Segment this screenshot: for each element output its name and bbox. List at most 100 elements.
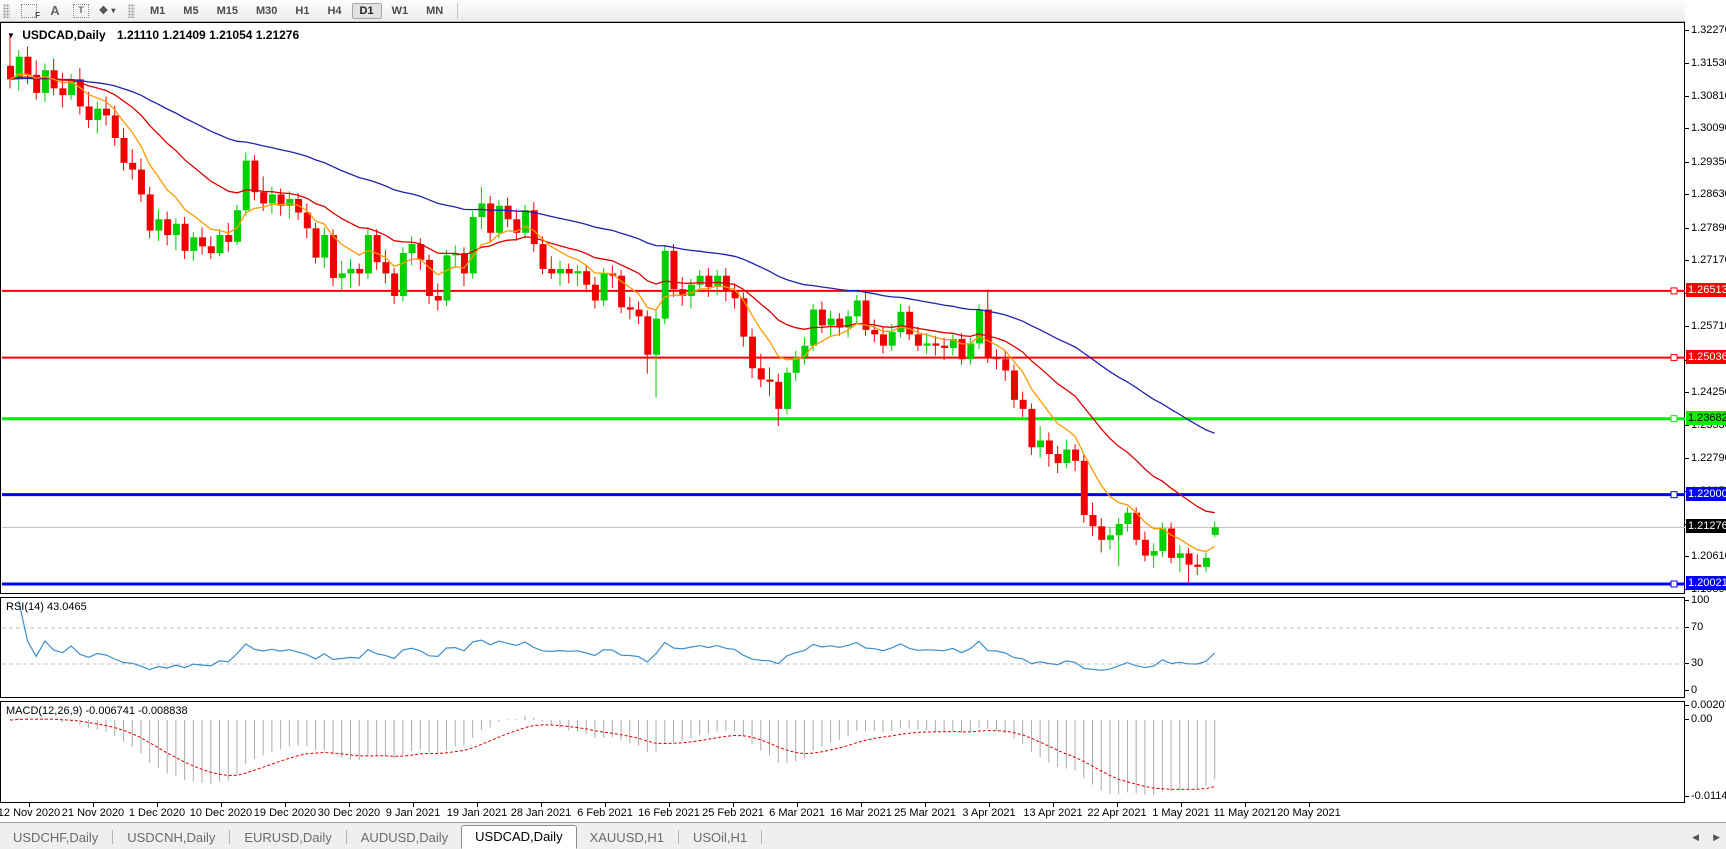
time-tick-mark bbox=[925, 803, 926, 807]
toolbar-drag-handle[interactable] bbox=[128, 3, 135, 18]
timeframe-button-m5[interactable]: M5 bbox=[183, 4, 199, 17]
date-tick-label: 10 Dec 2020 bbox=[189, 807, 253, 819]
time-tick-mark bbox=[349, 803, 350, 807]
arrows-icon: ❖ bbox=[98, 5, 109, 17]
date-tick-label: 21 Nov 2020 bbox=[61, 807, 125, 819]
tab-separator bbox=[678, 830, 679, 844]
rsi-tick-label: 100 bbox=[1691, 594, 1710, 606]
axis-tick-mark bbox=[1685, 458, 1689, 459]
axis-tick-mark bbox=[1685, 63, 1689, 64]
text-label-icon: T bbox=[73, 3, 89, 18]
text-tool-button[interactable]: A bbox=[44, 2, 66, 19]
toolbar: F A T ❖ ▾ M1 M5 M15 M30 H1 H4 D1 W1 MN bbox=[0, 0, 1726, 22]
level-line-handle[interactable] bbox=[1670, 354, 1678, 362]
macd-label: MACD(12,26,9) -0.006741 -0.008838 bbox=[6, 705, 188, 717]
price-tick-label: 1.30090 bbox=[1691, 122, 1726, 134]
date-tick-label: 25 Mar 2021 bbox=[894, 807, 956, 819]
time-tick-mark bbox=[285, 803, 286, 807]
tab-scroll-left-icon[interactable]: ◀ bbox=[1692, 832, 1700, 842]
time-tick-mark bbox=[797, 803, 798, 807]
axis-tick-mark bbox=[1685, 30, 1689, 31]
date-tick-label: 30 Dec 2020 bbox=[317, 807, 381, 819]
ma-mid-line bbox=[9, 76, 1215, 514]
macd-signal-line bbox=[9, 718, 1215, 790]
axis-tick-mark bbox=[1685, 392, 1689, 393]
chart-tab-usdcnh[interactable]: USDCNH,Daily bbox=[127, 830, 216, 845]
time-tick-mark bbox=[1053, 803, 1054, 807]
current-price-label: 1.21276 bbox=[1686, 519, 1726, 534]
level-price-label: 1.23682 bbox=[1686, 410, 1726, 425]
date-tick-label: 19 Dec 2020 bbox=[253, 807, 317, 819]
toolbar-drag-handle[interactable] bbox=[3, 3, 10, 18]
price-chart-panel[interactable]: ▼ USDCAD,Daily 1.21110 1.21409 1.21054 1… bbox=[0, 22, 1685, 594]
price-tick-label: 1.32270 bbox=[1691, 24, 1726, 36]
level-line-handle[interactable] bbox=[1670, 580, 1678, 588]
date-tick-label: 9 Jan 2021 bbox=[385, 807, 441, 819]
timeframe-button-w1[interactable]: W1 bbox=[391, 4, 409, 17]
rsi-panel[interactable]: RSI(14) 43.0465 bbox=[0, 597, 1685, 698]
axis-tick-mark bbox=[1685, 194, 1689, 195]
tab-scroll-right-icon[interactable]: ▶ bbox=[1713, 832, 1720, 842]
time-tick-mark bbox=[1309, 803, 1310, 807]
date-tick-label: 1 May 2021 bbox=[1152, 807, 1210, 819]
time-tick-mark bbox=[989, 803, 990, 807]
time-tick-mark bbox=[29, 803, 30, 807]
macd-tick-label: 0.002074 bbox=[1691, 699, 1726, 711]
level-price-label: 1.25036 bbox=[1686, 349, 1726, 364]
toolbar-separator bbox=[457, 2, 459, 19]
axis-tick-mark bbox=[1685, 690, 1689, 691]
rsi-chart[interactable] bbox=[2, 599, 1685, 698]
timeframe-button-h4[interactable]: H4 bbox=[327, 4, 342, 17]
axis-tick-mark bbox=[1685, 719, 1689, 720]
timeframe-button-h1[interactable]: H1 bbox=[295, 4, 310, 17]
price-tick-label: 1.28630 bbox=[1691, 188, 1726, 200]
chart-tab-usoil[interactable]: USOil,H1 bbox=[693, 830, 748, 845]
macd-histogram bbox=[18, 715, 1216, 796]
chart-tab-xauusd[interactable]: XAUUSD,H1 bbox=[589, 830, 664, 845]
macd-chart[interactable] bbox=[2, 703, 1685, 803]
text-label-tool-button[interactable]: T bbox=[70, 2, 92, 19]
time-tick-mark bbox=[733, 803, 734, 807]
price-tick-label: 1.30810 bbox=[1691, 90, 1726, 102]
chart-tab-audusd[interactable]: AUDUSD,Daily bbox=[360, 830, 449, 845]
ma-fast-line bbox=[9, 73, 1216, 553]
level-price-label: 1.22000 bbox=[1686, 486, 1726, 501]
tab-separator bbox=[345, 830, 347, 844]
price-tick-label: 1.24250 bbox=[1691, 386, 1726, 398]
time-tick-mark bbox=[1245, 803, 1246, 807]
level-line-handle[interactable] bbox=[1670, 415, 1678, 423]
date-tick-label: 19 Jan 2021 bbox=[446, 807, 508, 819]
level-line-handle[interactable] bbox=[1670, 287, 1678, 295]
time-tick-mark bbox=[157, 803, 158, 807]
time-axis[interactable]: 12 Nov 2020 21 Nov 2020 1 Dec 2020 10 Dec 2… bbox=[0, 803, 1685, 822]
chevron-down-icon[interactable]: ▾ bbox=[111, 6, 116, 15]
date-tick-label: 25 Feb 2021 bbox=[702, 807, 764, 819]
chart-tab-eurusd[interactable]: EURUSD,Daily bbox=[244, 830, 332, 845]
timeframe-button-d1[interactable]: D1 bbox=[351, 2, 382, 19]
fibonacci-tool-button[interactable]: F bbox=[18, 2, 40, 20]
timeframe-button-m15[interactable]: M15 bbox=[216, 4, 238, 17]
timeframe-button-m1[interactable]: M1 bbox=[150, 4, 166, 17]
chart-title: ▼ USDCAD,Daily 1.21110 1.21409 1.21054 1… bbox=[7, 28, 299, 42]
macd-panel[interactable]: MACD(12,26,9) -0.006741 -0.008838 bbox=[0, 701, 1685, 803]
chart-tab-usdchf[interactable]: USDCHF,Daily bbox=[13, 830, 99, 845]
ma-slow-line bbox=[9, 77, 1215, 434]
arrows-tool-button[interactable]: ❖ ▾ bbox=[96, 2, 118, 19]
candles bbox=[7, 33, 1219, 583]
candlestick-chart[interactable] bbox=[2, 24, 1685, 594]
rsi-line bbox=[18, 600, 1216, 672]
axis-tick-mark bbox=[1685, 705, 1689, 706]
axis-tick-mark bbox=[1685, 228, 1689, 229]
rsi-label: RSI(14) 43.0465 bbox=[6, 601, 87, 613]
time-tick-mark bbox=[413, 803, 414, 807]
chart-tab-usdcad[interactable]: USDCAD,Daily bbox=[461, 825, 577, 849]
level-line-handle[interactable] bbox=[1670, 491, 1678, 499]
chart-menu-icon[interactable]: ▼ bbox=[7, 31, 15, 40]
timeframe-button-mn[interactable]: MN bbox=[426, 4, 444, 17]
axis-tick-mark bbox=[1685, 326, 1689, 327]
level-price-label: 1.26513 bbox=[1686, 282, 1726, 297]
price-axis[interactable]: 1.32270 1.31530 1.30810 1.30090 1.29350 1.286… bbox=[1685, 0, 1726, 822]
date-tick-label: 1 Dec 2020 bbox=[128, 807, 186, 819]
date-tick-label: 16 Mar 2021 bbox=[830, 807, 892, 819]
timeframe-button-m30[interactable]: M30 bbox=[255, 4, 278, 17]
